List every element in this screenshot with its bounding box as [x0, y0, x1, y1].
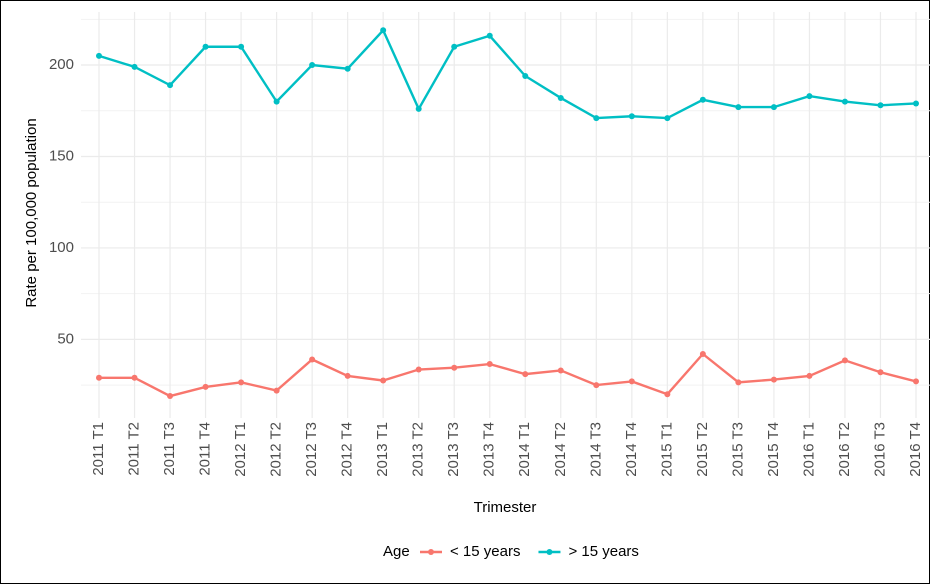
x-tick-label: 2016 T1: [800, 422, 817, 477]
x-tick-label: 2015 T3: [729, 422, 746, 477]
y-tick-label: 50: [57, 330, 74, 347]
point: [557, 94, 564, 101]
x-tick-label: 2012 T1: [232, 422, 249, 477]
point: [557, 367, 564, 374]
x-tick-label: 2014 T3: [587, 422, 604, 477]
y-tick-label: 200: [49, 56, 74, 73]
legend-key: [546, 549, 553, 555]
legend-key: [428, 549, 434, 555]
point: [451, 43, 458, 50]
legend-title: Age: [383, 543, 410, 560]
x-tick-label: 2013 T3: [445, 422, 462, 477]
point: [699, 350, 706, 357]
x-tick-label: 2011 T2: [125, 422, 142, 476]
point: [877, 102, 884, 109]
point: [628, 378, 635, 385]
point: [913, 378, 919, 385]
point: [522, 371, 529, 378]
x-tick-label: 2012 T3: [303, 422, 320, 477]
point: [380, 377, 387, 384]
legend-label: > 15 years: [568, 543, 638, 560]
point: [131, 374, 138, 381]
x-tick-label: 2014 T2: [552, 422, 569, 477]
point: [96, 374, 102, 381]
x-tick-label: 2015 T2: [694, 422, 711, 477]
x-tick-label: 2016 T4: [907, 422, 924, 477]
point: [913, 100, 919, 107]
point: [451, 364, 458, 371]
x-tick-label: 2016 T3: [871, 422, 888, 477]
point: [415, 105, 422, 112]
point: [131, 63, 138, 70]
point: [167, 393, 174, 400]
point: [770, 376, 777, 383]
point: [664, 391, 671, 398]
point: [344, 65, 351, 72]
point: [522, 73, 529, 80]
point: [486, 32, 493, 39]
point: [877, 369, 884, 376]
point: [735, 104, 742, 111]
x-tick-label: 2015 T4: [765, 422, 782, 477]
y-tick-label: 100: [49, 239, 74, 256]
point: [735, 379, 742, 386]
x-tick-label: 2011 T1: [90, 422, 107, 476]
point: [770, 104, 777, 111]
point: [593, 382, 600, 389]
point: [202, 383, 209, 390]
point: [841, 357, 848, 364]
x-tick-label: 2011 T4: [197, 422, 214, 476]
legend-label: < 15 years: [450, 543, 520, 560]
line: [99, 352, 917, 398]
point: [415, 366, 422, 373]
point: [806, 372, 813, 379]
point: [238, 43, 245, 50]
x-tick-label: 2014 T4: [623, 422, 640, 477]
point: [344, 372, 351, 379]
y-axis-title: Rate per 100,000 population: [23, 118, 40, 307]
x-tick-label: 2013 T1: [374, 422, 391, 477]
x-tick-label: 2012 T2: [268, 422, 285, 477]
point: [486, 361, 493, 368]
y-tick-label: 150: [49, 147, 74, 164]
point: [380, 27, 387, 34]
point: [202, 43, 209, 50]
point: [167, 82, 174, 89]
x-tick-label: 2013 T4: [481, 422, 498, 477]
point: [309, 356, 316, 363]
x-tick-label: 2011 T3: [161, 422, 178, 476]
x-tick-label: 2013 T2: [410, 422, 427, 477]
line: [98, 28, 917, 120]
x-tick-label: 2016 T2: [836, 422, 853, 477]
point: [309, 62, 316, 69]
point: [593, 115, 600, 122]
x-tick-label: 2015 T1: [658, 422, 675, 477]
point: [841, 98, 848, 105]
x-axis-title: Trimester: [474, 499, 537, 516]
point: [699, 96, 706, 103]
point: [273, 387, 280, 394]
point: [238, 379, 245, 386]
point: [806, 93, 813, 100]
x-tick-label: 2014 T1: [516, 422, 533, 477]
point: [664, 115, 671, 122]
point: [628, 113, 635, 120]
x-tick-label: 2012 T4: [339, 422, 356, 477]
point: [273, 98, 280, 105]
point: [96, 52, 102, 59]
